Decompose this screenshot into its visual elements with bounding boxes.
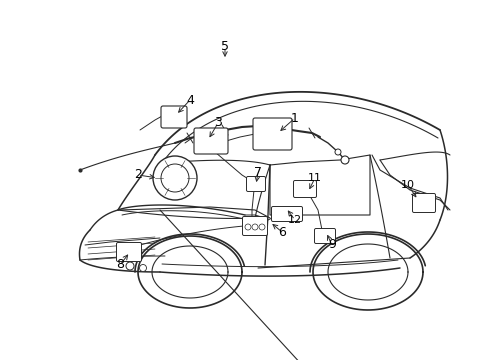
Circle shape [259,224,264,230]
FancyBboxPatch shape [293,180,316,198]
FancyBboxPatch shape [271,207,302,221]
Text: 1: 1 [290,112,298,125]
FancyBboxPatch shape [161,106,186,128]
Text: 2: 2 [134,168,142,181]
FancyBboxPatch shape [412,194,435,212]
Text: 11: 11 [307,173,321,183]
FancyBboxPatch shape [252,118,291,150]
FancyBboxPatch shape [116,243,141,261]
Text: 8: 8 [116,258,124,271]
Circle shape [161,164,189,192]
Circle shape [340,156,348,164]
Text: 12: 12 [287,215,302,225]
Circle shape [126,262,134,270]
Text: 10: 10 [400,180,414,190]
Text: 7: 7 [253,166,262,179]
Circle shape [251,224,258,230]
FancyBboxPatch shape [194,128,227,154]
Circle shape [139,265,146,271]
Circle shape [334,149,340,155]
Text: 4: 4 [185,94,194,107]
FancyBboxPatch shape [314,229,335,243]
Text: 3: 3 [214,117,222,130]
Circle shape [244,224,250,230]
Text: 6: 6 [278,225,285,238]
Circle shape [153,156,197,200]
FancyBboxPatch shape [246,176,265,192]
Text: 9: 9 [327,238,335,252]
FancyBboxPatch shape [242,216,267,235]
Text: 5: 5 [221,40,228,54]
